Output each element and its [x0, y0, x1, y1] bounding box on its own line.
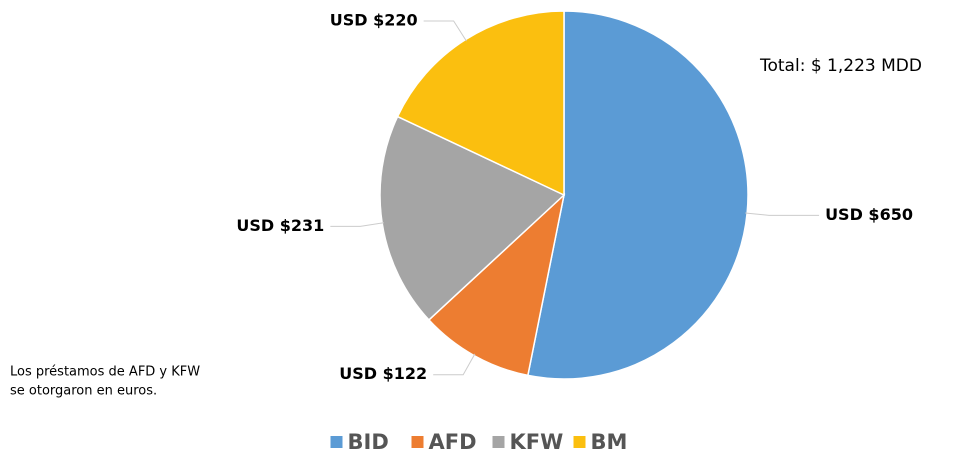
legend-label: BM — [591, 430, 628, 454]
value-label: USD $231 — [236, 216, 324, 235]
leader-line — [423, 20, 467, 42]
legend-label: KFW — [510, 430, 564, 454]
total-annotation: Total: $ 1,223 MDD — [759, 56, 922, 76]
legend-swatch — [492, 436, 505, 448]
legend-swatch — [330, 436, 343, 448]
value-label: USD $220 — [330, 10, 418, 29]
value-label: USD $650 — [825, 205, 913, 224]
legend-label: BID — [348, 430, 389, 454]
legend-swatch — [411, 436, 424, 448]
note-line: Los préstamos de AFD y KFW — [10, 365, 200, 380]
value-label: USD $122 — [339, 364, 427, 383]
leader-line — [433, 353, 476, 376]
note-line: se otorgaron en euros. — [10, 384, 157, 399]
legend-label: AFD — [429, 430, 477, 454]
leader-line — [330, 222, 385, 227]
legend-swatch — [573, 436, 586, 448]
leader-line — [745, 212, 820, 216]
